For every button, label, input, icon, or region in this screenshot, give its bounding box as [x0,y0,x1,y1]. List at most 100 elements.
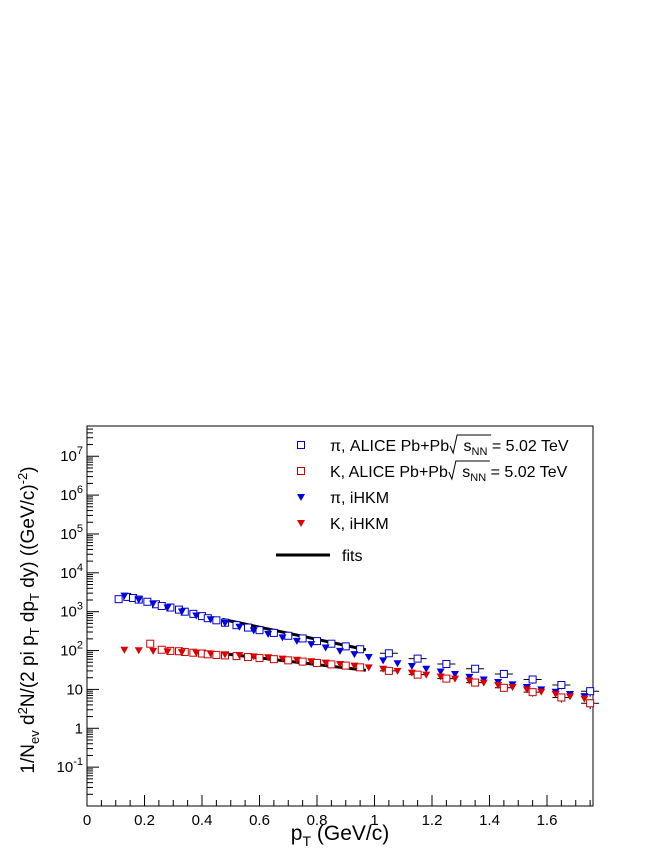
k_alice-point [341,661,350,670]
y-tick-label: 10-1 [57,756,83,776]
x-tick-label: 0.8 [307,812,328,829]
k_ihkm-point [551,691,560,699]
k_alice-point [146,639,155,648]
y-tick-label: 102 [60,640,83,660]
k_ihkm-point [177,649,186,657]
pi_ihkm-point [192,612,201,620]
y-tick-label: 106 [60,484,83,504]
pi_alice-point [499,669,508,678]
pi_ihkm-point [350,651,359,659]
pi_ihkm-point [249,627,258,635]
x-tick-label: 1.6 [537,812,558,829]
pi_alice-point [356,645,365,654]
k_ihkm-point [451,675,459,683]
pi_alice-point [557,680,566,689]
pi_ihkm-point [235,623,244,631]
pi_ihkm-point [292,637,301,645]
k_ihkm-point [307,658,316,666]
legend-pi_ihkm-swatch [297,494,305,501]
pi_alice-point [269,628,278,637]
pi_ihkm-point [221,620,229,628]
legend-sqrt-symbol [448,460,490,481]
k_ihkm-point [479,679,488,687]
pi_ihkm-point [364,654,373,662]
k_alice-point [212,650,221,659]
k_ihkm-point [350,662,359,670]
k_ihkm-point [522,686,531,694]
k_ihkm-point [566,693,574,701]
k_alice-point [284,656,293,665]
x-axis-ticks: 0 0.2 0.4 0.6 0.8 1 1.2 1.4 1.6 [83,795,591,829]
k_alice-point [356,663,365,672]
k_alice-point [384,666,393,675]
pi_alice-point [471,664,480,673]
legend-pi_alice-swatch [297,441,305,449]
pi_ihkm-point [177,608,186,616]
pi_ihkm-point [264,630,273,638]
x-tick-label: 1 [370,812,378,829]
k_ihkm-point [149,647,158,655]
legend-k_ihkm-swatch [297,520,305,527]
k_alice-point [327,660,336,669]
y-axis-label: 1/Nev d2N/(2 pi pT dpT dy) ((GeV/c)-2) [15,466,42,773]
pi_alice-point [442,660,451,669]
legend-sqrt-symbol [449,434,492,455]
pi_alice-point [284,631,293,640]
pi_alice-point [586,687,595,696]
y-tick-label: 104 [60,562,83,582]
pi_ihkm-point [336,647,344,655]
k_alice-point [499,683,508,692]
pi_ihkm-point [393,660,402,668]
x-tick-label: 1.2 [422,812,443,829]
k_alice-point [528,688,537,697]
pi_ihkm-point [321,644,330,652]
pi_alice-point [341,642,350,651]
k_ihkm-point [321,659,330,667]
pi_alice-point [327,639,336,648]
k_ihkm-point [393,667,402,675]
data-markers [114,592,600,710]
pi_alice-point [157,602,166,611]
pi_ihkm-point [379,657,388,665]
pi_ihkm-point [206,616,215,624]
k_ihkm-point [278,655,287,663]
pi_alice-point [212,616,221,625]
k_ihkm-point [580,695,589,703]
k_ihkm-point [206,650,215,658]
k_alice-point [586,699,595,708]
x-tick-label: 1.4 [479,812,500,829]
x-tick-label: 0 [83,812,91,829]
k_ihkm-point [436,673,445,681]
pi_ihkm-point [307,641,316,649]
x-tick-label: 0.4 [192,812,213,829]
pi_alice-point [114,595,123,604]
pi_ihkm-point [451,670,459,678]
pi_ihkm-point [407,663,416,671]
k_alice-point [298,657,307,666]
legend-k_alice-swatch [297,467,305,475]
pi_alice-point [313,637,321,646]
pi_ihkm-point [422,665,431,673]
legend-fits-label: fits [342,548,362,565]
k_ihkm-point [422,671,431,679]
k_alice-point [471,678,480,687]
k_ihkm-point [163,648,172,656]
pi_ihkm-point [278,634,287,642]
y-tick-label: 105 [60,523,83,543]
k_alice-point [442,674,451,683]
y-tick-label: 103 [60,601,83,621]
pi_ihkm-point [149,600,158,608]
k_alice-point [313,658,321,667]
k_alice-point [255,654,264,663]
pi_ihkm-point [134,596,143,604]
legend-pi_alice-label: π, ALICE Pb+Pb sNN = 5.02 TeV [330,438,569,458]
k_alice-point [244,653,252,662]
k_ihkm-point [235,652,244,660]
pi_alice-point [528,675,537,684]
k_ihkm-point [221,651,229,659]
k_ihkm-point [120,646,129,654]
x-tick-label: 0.2 [134,812,155,829]
k_ihkm-point [537,688,546,696]
k_alice-point [269,655,278,664]
x-tick-label: 0.6 [249,812,270,829]
